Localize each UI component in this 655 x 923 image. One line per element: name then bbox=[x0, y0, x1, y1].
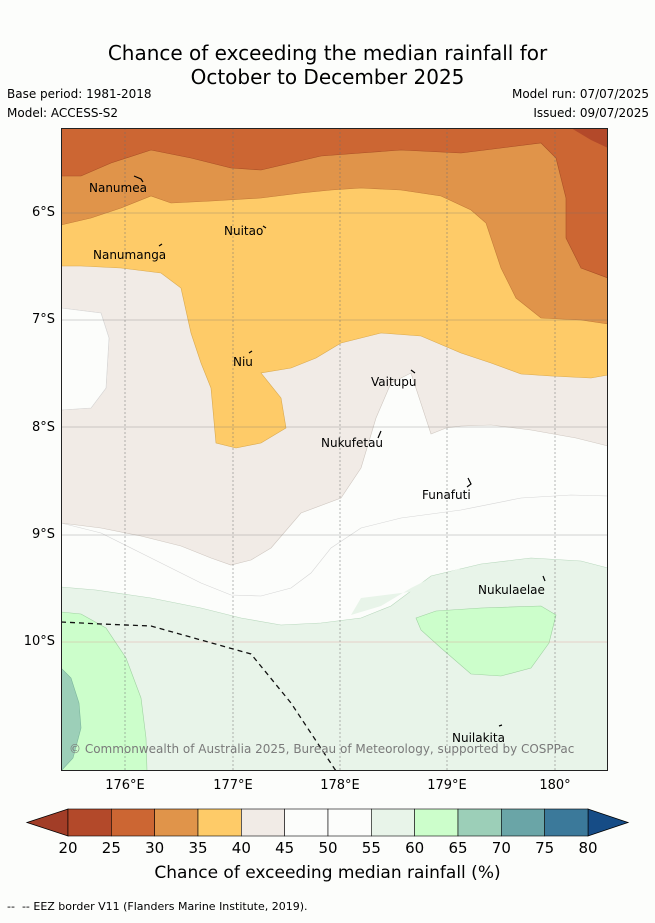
island-label-nuilakita: Nuilakita bbox=[452, 731, 505, 745]
colorbar-tick-65: 65 bbox=[448, 839, 468, 857]
colorbar-swatch-2 bbox=[154, 808, 199, 837]
eez-border bbox=[61, 621, 337, 771]
island-label-funafuti: Funafuti bbox=[422, 488, 471, 502]
lat-label-9s: 9°S bbox=[31, 527, 55, 542]
lon-label-178e: 178°E bbox=[320, 778, 360, 793]
colorbar-swatch-8 bbox=[414, 808, 459, 837]
eez-legend-text: -- EEZ border V11 (Flanders Marine Insti… bbox=[21, 900, 308, 913]
title-line-1: Chance of exceeding the median rainfall … bbox=[107, 41, 548, 65]
lon-label-176e: 176°E bbox=[105, 778, 145, 793]
base-period-text: Base period: 1981-2018 bbox=[7, 87, 152, 101]
colorbar-swatch-11 bbox=[544, 808, 589, 837]
colorbar-tick-70: 70 bbox=[491, 839, 511, 857]
island-label-nuitao: Nuitao bbox=[224, 224, 264, 238]
eez-legend: -- -- EEZ border V11 (Flanders Marine In… bbox=[7, 900, 308, 913]
colorbar-swatch-0 bbox=[67, 808, 112, 837]
island-label-nanumanga: Nanumanga bbox=[93, 248, 167, 262]
lon-label-180: 180° bbox=[539, 778, 571, 793]
model-run-text: Model run: 07/07/2025 bbox=[511, 87, 649, 101]
colorbar-tick-20: 20 bbox=[58, 839, 78, 857]
island-label-nukulaelae: Nukulaelae bbox=[478, 583, 545, 597]
island-label-vaitupu: Vaitupu bbox=[371, 375, 417, 389]
colorbar-tick-60: 60 bbox=[405, 839, 425, 857]
copyright-text: © Commonwealth of Australia 2025, Bureau… bbox=[69, 742, 575, 756]
colorbar-swatch-6 bbox=[327, 808, 372, 837]
colorbar-swatch-10 bbox=[501, 808, 545, 837]
colorbar-swatch-7 bbox=[371, 808, 415, 837]
colorbar-under-arrow bbox=[25, 808, 69, 837]
band-45-50-west bbox=[61, 307, 110, 411]
colorbar-tick-40: 40 bbox=[231, 839, 251, 857]
colorbar-tick-35: 35 bbox=[188, 839, 208, 857]
lon-label-179e: 179°E bbox=[427, 778, 467, 793]
colorbar-swatch-9 bbox=[457, 808, 502, 837]
colorbar-swatch-5 bbox=[284, 808, 329, 837]
graticule bbox=[61, 128, 608, 771]
issued-text: Issued: 09/07/2025 bbox=[533, 106, 649, 120]
band-20-25 bbox=[571, 128, 608, 148]
band-65-70 bbox=[61, 667, 82, 771]
band-60-65-east bbox=[415, 605, 557, 677]
island-label-nanumea: Nanumea bbox=[89, 181, 147, 195]
colorbar-swatch-3 bbox=[197, 808, 242, 837]
band-55-60-extra bbox=[351, 568, 461, 615]
band-60-65-west bbox=[61, 611, 148, 771]
island-shapes bbox=[133, 175, 546, 727]
colorbar-tick-80: 80 bbox=[578, 839, 598, 857]
colorbar-tick-55: 55 bbox=[361, 839, 381, 857]
map-frame bbox=[61, 128, 608, 771]
colorbar-tick-25: 25 bbox=[101, 839, 121, 857]
band-25-30 bbox=[61, 128, 608, 279]
map-panel: Nanumea Nuitao Nanumanga Niu Vaitupu Nuk… bbox=[61, 128, 608, 771]
probability-map bbox=[61, 128, 608, 771]
island-label-nukufetau: Nukufetau bbox=[321, 436, 384, 450]
island-label-niu: Niu bbox=[233, 355, 253, 369]
lat-label-7s: 7°S bbox=[31, 312, 55, 327]
lat-label-10s: 10°S bbox=[23, 634, 55, 649]
lat-label-6s: 6°S bbox=[31, 205, 55, 220]
colorbar-swatch-4 bbox=[241, 808, 285, 837]
colorbar-tick-50: 50 bbox=[318, 839, 338, 857]
colorbar-tick-30: 30 bbox=[145, 839, 165, 857]
model-text: Model: ACCESS-S2 bbox=[7, 106, 119, 120]
colorbar-tick-75: 75 bbox=[535, 839, 555, 857]
colorbar-label: Chance of exceeding median rainfall (%) bbox=[154, 863, 501, 883]
colorbar-swatch-1 bbox=[111, 808, 155, 837]
title-line-2: October to December 2025 bbox=[190, 65, 465, 89]
colorbar-tick-45: 45 bbox=[275, 839, 295, 857]
island-shape-nanumea bbox=[133, 175, 144, 183]
band-30-35 bbox=[61, 128, 608, 325]
lat-label-8s: 8°S bbox=[31, 420, 55, 435]
lon-label-177e: 177°E bbox=[213, 778, 253, 793]
colorbar-over-arrow bbox=[587, 808, 630, 837]
